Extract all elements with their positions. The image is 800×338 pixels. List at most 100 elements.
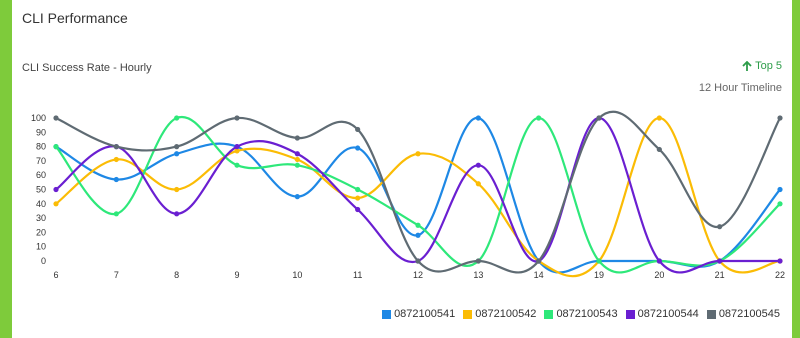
legend-item-0872100542[interactable]: 0872100542: [463, 308, 536, 320]
x-tick-label: 19: [594, 270, 604, 280]
legend-swatch: [382, 309, 392, 319]
data-point-0872100542-9[interactable]: [234, 148, 240, 154]
x-tick-label: 7: [114, 270, 119, 280]
timeline-label: 12 Hour Timeline: [698, 82, 782, 94]
y-tick-label: 90: [36, 127, 46, 137]
data-point-0872100545-10[interactable]: [294, 135, 300, 141]
data-point-0872100542-7[interactable]: [113, 156, 119, 163]
x-tick-label: 14: [534, 270, 544, 280]
chart-legend: 0872100541 0872100542 0872100543 0872100544…: [382, 308, 780, 320]
data-point-0872100544-21[interactable]: [717, 258, 723, 264]
data-point-0872100544-13[interactable]: [475, 162, 481, 168]
cli-performance-panel: CLI Performance CLI Success Rate - Hourl…: [12, 0, 792, 338]
series-line-0872100543[interactable]: [55, 115, 781, 274]
data-point-0872100544-11[interactable]: [355, 206, 361, 213]
y-tick-label: 0: [41, 256, 46, 266]
legend-item-0872100541[interactable]: 0872100541: [382, 308, 455, 320]
data-point-0872100542-13[interactable]: [475, 181, 481, 187]
legend-label: 0872100544: [637, 308, 699, 320]
y-tick-label: 20: [36, 227, 46, 237]
data-point-0872100545-8[interactable]: [174, 144, 180, 150]
data-point-0872100543-6[interactable]: [53, 144, 59, 150]
x-tick-label: 11: [353, 270, 362, 280]
legend-swatch: [463, 309, 473, 319]
series-line-0872100541[interactable]: [55, 116, 781, 274]
data-point-0872100542-20[interactable]: [656, 115, 662, 121]
panel-title: CLI Performance: [22, 10, 128, 26]
y-tick-label: 80: [36, 142, 46, 152]
y-tick-label: 60: [36, 170, 46, 180]
data-point-0872100544-6[interactable]: [53, 186, 59, 193]
data-point-0872100543-7[interactable]: [113, 211, 119, 217]
data-point-0872100541-11[interactable]: [355, 145, 361, 151]
data-point-0872100545-12[interactable]: [415, 258, 421, 264]
data-point-0872100545-21[interactable]: [717, 224, 723, 230]
data-point-0872100543-8[interactable]: [174, 115, 180, 121]
data-point-0872100545-19[interactable]: [596, 115, 602, 121]
data-point-0872100544-8[interactable]: [174, 211, 180, 217]
series-line-0872100545[interactable]: [55, 110, 781, 274]
data-point-0872100542-6[interactable]: [53, 201, 59, 207]
y-tick-label: 100: [31, 113, 46, 123]
data-point-0872100542-11[interactable]: [355, 195, 361, 201]
legend-swatch: [544, 309, 554, 319]
data-point-0872100545-7[interactable]: [113, 144, 119, 150]
data-point-0872100545-11[interactable]: [355, 126, 361, 133]
data-point-0872100543-12[interactable]: [415, 222, 421, 228]
legend-swatch: [706, 309, 716, 319]
x-tick-label: 20: [654, 270, 664, 280]
x-tick-label: 13: [473, 270, 483, 280]
data-point-0872100541-12[interactable]: [415, 232, 421, 238]
data-point-0872100541-13[interactable]: [475, 115, 481, 121]
data-point-0872100543-19[interactable]: [596, 258, 602, 264]
data-point-0872100541-10[interactable]: [294, 194, 300, 200]
data-point-0872100541-7[interactable]: [113, 176, 119, 183]
top5-label: Top 5: [755, 60, 782, 72]
data-point-0872100542-8[interactable]: [174, 186, 180, 193]
data-point-0872100544-9[interactable]: [234, 144, 240, 150]
y-tick-label: 30: [36, 213, 46, 223]
legend-label: 0872100545: [718, 308, 780, 320]
data-point-0872100543-14[interactable]: [536, 115, 542, 121]
chart-title: CLI Success Rate - Hourly: [22, 62, 152, 74]
legend-label: 0872100542: [475, 308, 537, 320]
top5-link[interactable]: Top 5: [742, 60, 782, 72]
x-tick-label: 9: [234, 270, 239, 280]
y-tick-label: 70: [36, 156, 46, 166]
legend-item-0872100545[interactable]: 0872100545: [706, 308, 780, 320]
data-point-0872100544-22[interactable]: [777, 258, 783, 264]
data-point-0872100545-9[interactable]: [234, 115, 240, 121]
data-point-0872100541-22[interactable]: [777, 186, 783, 193]
x-tick-label: 8: [174, 270, 179, 280]
data-point-0872100545-22[interactable]: [777, 115, 783, 121]
data-point-0872100543-11[interactable]: [355, 186, 361, 193]
data-point-0872100543-22[interactable]: [777, 201, 783, 207]
data-point-0872100545-20[interactable]: [656, 146, 662, 153]
x-tick-label: 6: [53, 270, 58, 280]
data-point-0872100545-13[interactable]: [475, 258, 481, 264]
legend-item-0872100543[interactable]: 0872100543: [544, 308, 618, 320]
data-point-0872100541-8[interactable]: [174, 151, 180, 157]
y-tick-label: 40: [36, 199, 46, 209]
data-point-0872100542-10[interactable]: [294, 156, 300, 163]
data-point-0872100544-10[interactable]: [294, 151, 300, 157]
data-point-0872100544-20[interactable]: [656, 258, 662, 264]
data-point-0872100542-12[interactable]: [415, 151, 421, 157]
x-tick-label: 21: [715, 270, 725, 280]
arrow-up-icon: [742, 60, 752, 71]
data-point-0872100545-14[interactable]: [536, 258, 542, 264]
legend-item-0872100544[interactable]: 0872100544: [625, 308, 699, 320]
data-point-0872100545-6[interactable]: [53, 115, 59, 121]
legend-swatch: [625, 309, 635, 319]
data-point-0872100543-9[interactable]: [234, 162, 240, 168]
y-tick-label: 10: [36, 242, 46, 252]
y-tick-label: 50: [36, 185, 46, 195]
x-tick-label: 22: [775, 270, 785, 280]
x-tick-label: 12: [413, 270, 423, 280]
x-tick-label: 10: [292, 270, 302, 280]
legend-label: 0872100541: [394, 308, 456, 320]
data-point-0872100543-10[interactable]: [294, 162, 300, 168]
series-line-0872100544[interactable]: [55, 116, 780, 274]
series-line-0872100542[interactable]: [55, 116, 781, 278]
